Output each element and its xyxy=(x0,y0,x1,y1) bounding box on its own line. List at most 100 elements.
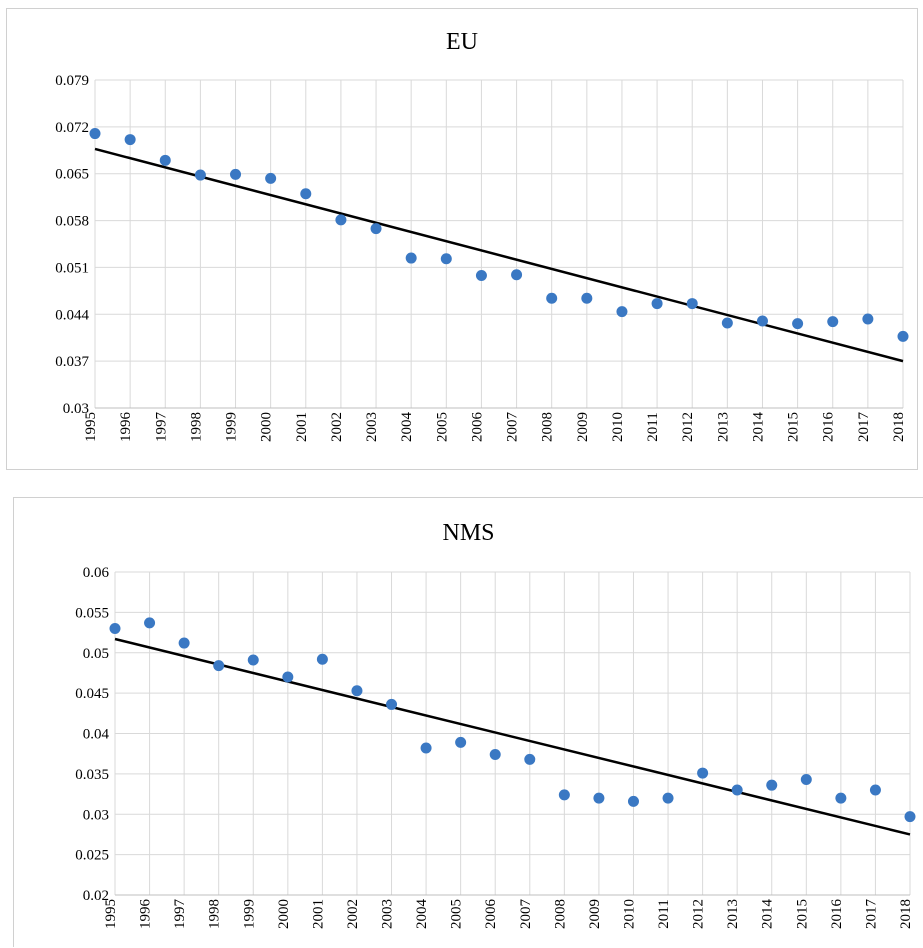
data-point xyxy=(282,671,294,683)
data-point xyxy=(756,315,768,327)
x-tick-label: 2018 xyxy=(891,412,907,442)
x-tick-label: 2001 xyxy=(310,899,326,929)
data-point xyxy=(686,298,698,310)
x-tick-label: 1995 xyxy=(103,899,119,929)
y-tick-label: 0.02 xyxy=(83,888,109,904)
data-point xyxy=(316,653,328,665)
data-point xyxy=(593,792,605,804)
x-tick-label: 2016 xyxy=(821,412,837,443)
eu-chart-panel: EU 0.03 0.037 0.044 0.051 0.058 0.065 0.072 0.0… xyxy=(6,8,918,470)
x-tick-label: 1996 xyxy=(138,899,154,930)
data-point xyxy=(230,168,242,180)
data-point xyxy=(897,330,909,342)
data-point xyxy=(300,188,312,200)
x-tick-label: 2005 xyxy=(434,412,450,442)
data-point xyxy=(178,637,190,649)
y-tick-label: 0.037 xyxy=(55,354,89,370)
x-tick-label: 2007 xyxy=(518,899,534,930)
y-tick-label: 0.03 xyxy=(83,807,109,823)
x-tick-label: 2005 xyxy=(449,899,465,929)
y-tick-label: 0.03 xyxy=(63,401,89,417)
data-point xyxy=(247,654,259,666)
x-tick-label: 2006 xyxy=(469,412,485,443)
x-tick-label: 2008 xyxy=(540,412,556,442)
data-point xyxy=(558,789,570,801)
y-tick-label: 0.079 xyxy=(55,73,89,89)
x-tick-label: 2009 xyxy=(587,899,603,929)
x-tick-label: 2012 xyxy=(691,899,707,929)
x-tick-label: 2013 xyxy=(715,412,731,442)
x-tick-label: 2001 xyxy=(294,412,310,442)
x-tick-label: 2008 xyxy=(552,899,568,929)
chart-title: EU xyxy=(446,29,478,55)
x-tick-label: 2015 xyxy=(794,899,810,929)
x-tick-label: 1995 xyxy=(83,412,99,442)
x-tick-label: 2014 xyxy=(750,412,766,443)
y-tick-label: 0.051 xyxy=(55,260,89,276)
y-tick-label: 0.025 xyxy=(75,848,109,864)
data-point xyxy=(731,784,743,796)
x-tick-label: 1997 xyxy=(172,899,188,930)
x-tick-label: 2003 xyxy=(380,899,396,929)
data-point xyxy=(800,774,812,786)
data-point xyxy=(420,742,432,754)
linear-trendline xyxy=(94,147,904,363)
y-tick-label: 0.044 xyxy=(55,307,89,323)
x-tick-label: 2010 xyxy=(621,899,637,929)
data-point xyxy=(662,792,674,804)
data-point xyxy=(697,767,709,779)
x-tick-label: 2004 xyxy=(399,412,415,443)
x-tick-label: 1996 xyxy=(118,412,134,443)
data-point xyxy=(475,269,487,281)
data-point xyxy=(835,792,847,804)
y-tick-label: 0.035 xyxy=(75,767,109,783)
x-tick-label: 2000 xyxy=(276,899,292,929)
nms-chart-panel: NMS 0.02 0.025 0.03 0.035 0.04 0.045 0.05 0.055… xyxy=(13,497,923,947)
data-point xyxy=(721,317,733,329)
x-tick-label: 2011 xyxy=(656,899,672,928)
data-point xyxy=(124,134,136,146)
y-tick-label: 0.05 xyxy=(83,646,109,662)
data-point xyxy=(862,313,874,325)
chart-title: NMS xyxy=(442,520,495,546)
x-tick-label: 1998 xyxy=(188,412,204,442)
data-point xyxy=(89,128,101,140)
x-tick-label: 2017 xyxy=(863,899,879,930)
x-tick-label: 2003 xyxy=(364,412,380,442)
data-point xyxy=(386,698,398,710)
x-tick-label: 2014 xyxy=(760,899,776,930)
data-point xyxy=(616,306,628,318)
x-tick-label: 1998 xyxy=(207,899,223,929)
x-tick-label: 2010 xyxy=(610,412,626,442)
y-tick-label: 0.04 xyxy=(83,727,110,743)
x-tick-label: 2012 xyxy=(680,412,696,442)
y-tick-label: 0.058 xyxy=(55,214,89,230)
data-point xyxy=(159,154,171,166)
data-point xyxy=(440,253,452,265)
x-tick-label: 2018 xyxy=(898,899,914,929)
x-tick-label: 2007 xyxy=(505,411,521,442)
y-tick-label: 0.065 xyxy=(55,167,89,183)
nms-scatter-plot: 0.02 0.025 0.03 0.035 0.04 0.045 0.05 0.055 0.06… xyxy=(75,565,916,930)
x-tick-label: 2002 xyxy=(345,899,361,929)
data-point xyxy=(370,223,382,235)
x-tick-label: 2016 xyxy=(829,899,845,930)
data-point xyxy=(109,623,121,635)
data-point xyxy=(511,269,523,281)
data-point xyxy=(827,316,839,328)
data-point xyxy=(766,779,778,791)
eu-scatter-plot: 0.03 0.037 0.044 0.051 0.058 0.065 0.072 0.079 1… xyxy=(55,73,909,443)
y-tick-label: 0.072 xyxy=(55,120,89,136)
y-tick-label: 0.045 xyxy=(75,686,109,702)
data-point xyxy=(489,748,501,760)
data-point xyxy=(651,298,663,310)
data-point xyxy=(869,784,881,796)
x-tick-label: 2002 xyxy=(329,412,345,442)
data-point xyxy=(904,811,916,823)
x-tick-label: 2013 xyxy=(725,899,741,929)
x-tick-label: 2004 xyxy=(414,899,430,930)
data-point xyxy=(792,318,804,330)
data-point xyxy=(627,795,639,807)
y-tick-label: 0.06 xyxy=(83,565,110,581)
x-tick-label: 2015 xyxy=(786,412,802,442)
